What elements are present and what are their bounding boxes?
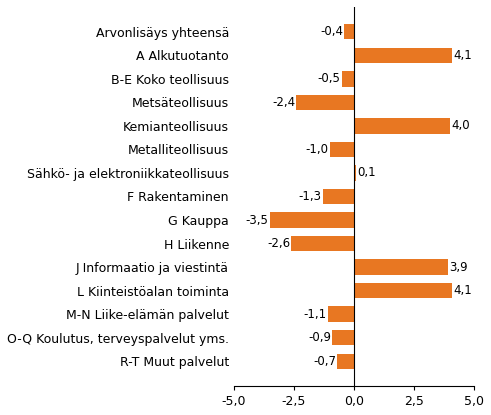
Bar: [344, 24, 354, 39]
Text: -3,5: -3,5: [246, 213, 269, 227]
Text: 4,1: 4,1: [454, 284, 472, 297]
Text: -0,5: -0,5: [318, 72, 341, 85]
Bar: [354, 283, 452, 298]
Text: 4,0: 4,0: [451, 120, 470, 132]
Bar: [296, 95, 354, 110]
Bar: [337, 354, 354, 369]
Bar: [330, 142, 354, 157]
Bar: [332, 330, 354, 345]
Text: -1,3: -1,3: [299, 190, 322, 203]
Text: -2,6: -2,6: [267, 237, 290, 250]
Bar: [342, 71, 354, 86]
Bar: [354, 48, 452, 63]
Bar: [354, 165, 356, 181]
Text: -0,9: -0,9: [308, 331, 331, 344]
Bar: [270, 212, 354, 228]
Bar: [323, 189, 354, 204]
Text: -1,0: -1,0: [306, 143, 328, 156]
Bar: [354, 259, 448, 275]
Text: 3,9: 3,9: [449, 261, 467, 273]
Bar: [292, 236, 354, 251]
Text: -0,7: -0,7: [313, 355, 336, 368]
Text: 4,1: 4,1: [454, 49, 472, 62]
Text: -0,4: -0,4: [320, 25, 343, 38]
Text: 0,1: 0,1: [357, 166, 376, 179]
Text: -2,4: -2,4: [272, 96, 295, 109]
Text: -1,1: -1,1: [303, 308, 327, 321]
Bar: [354, 118, 450, 134]
Bar: [327, 306, 354, 322]
